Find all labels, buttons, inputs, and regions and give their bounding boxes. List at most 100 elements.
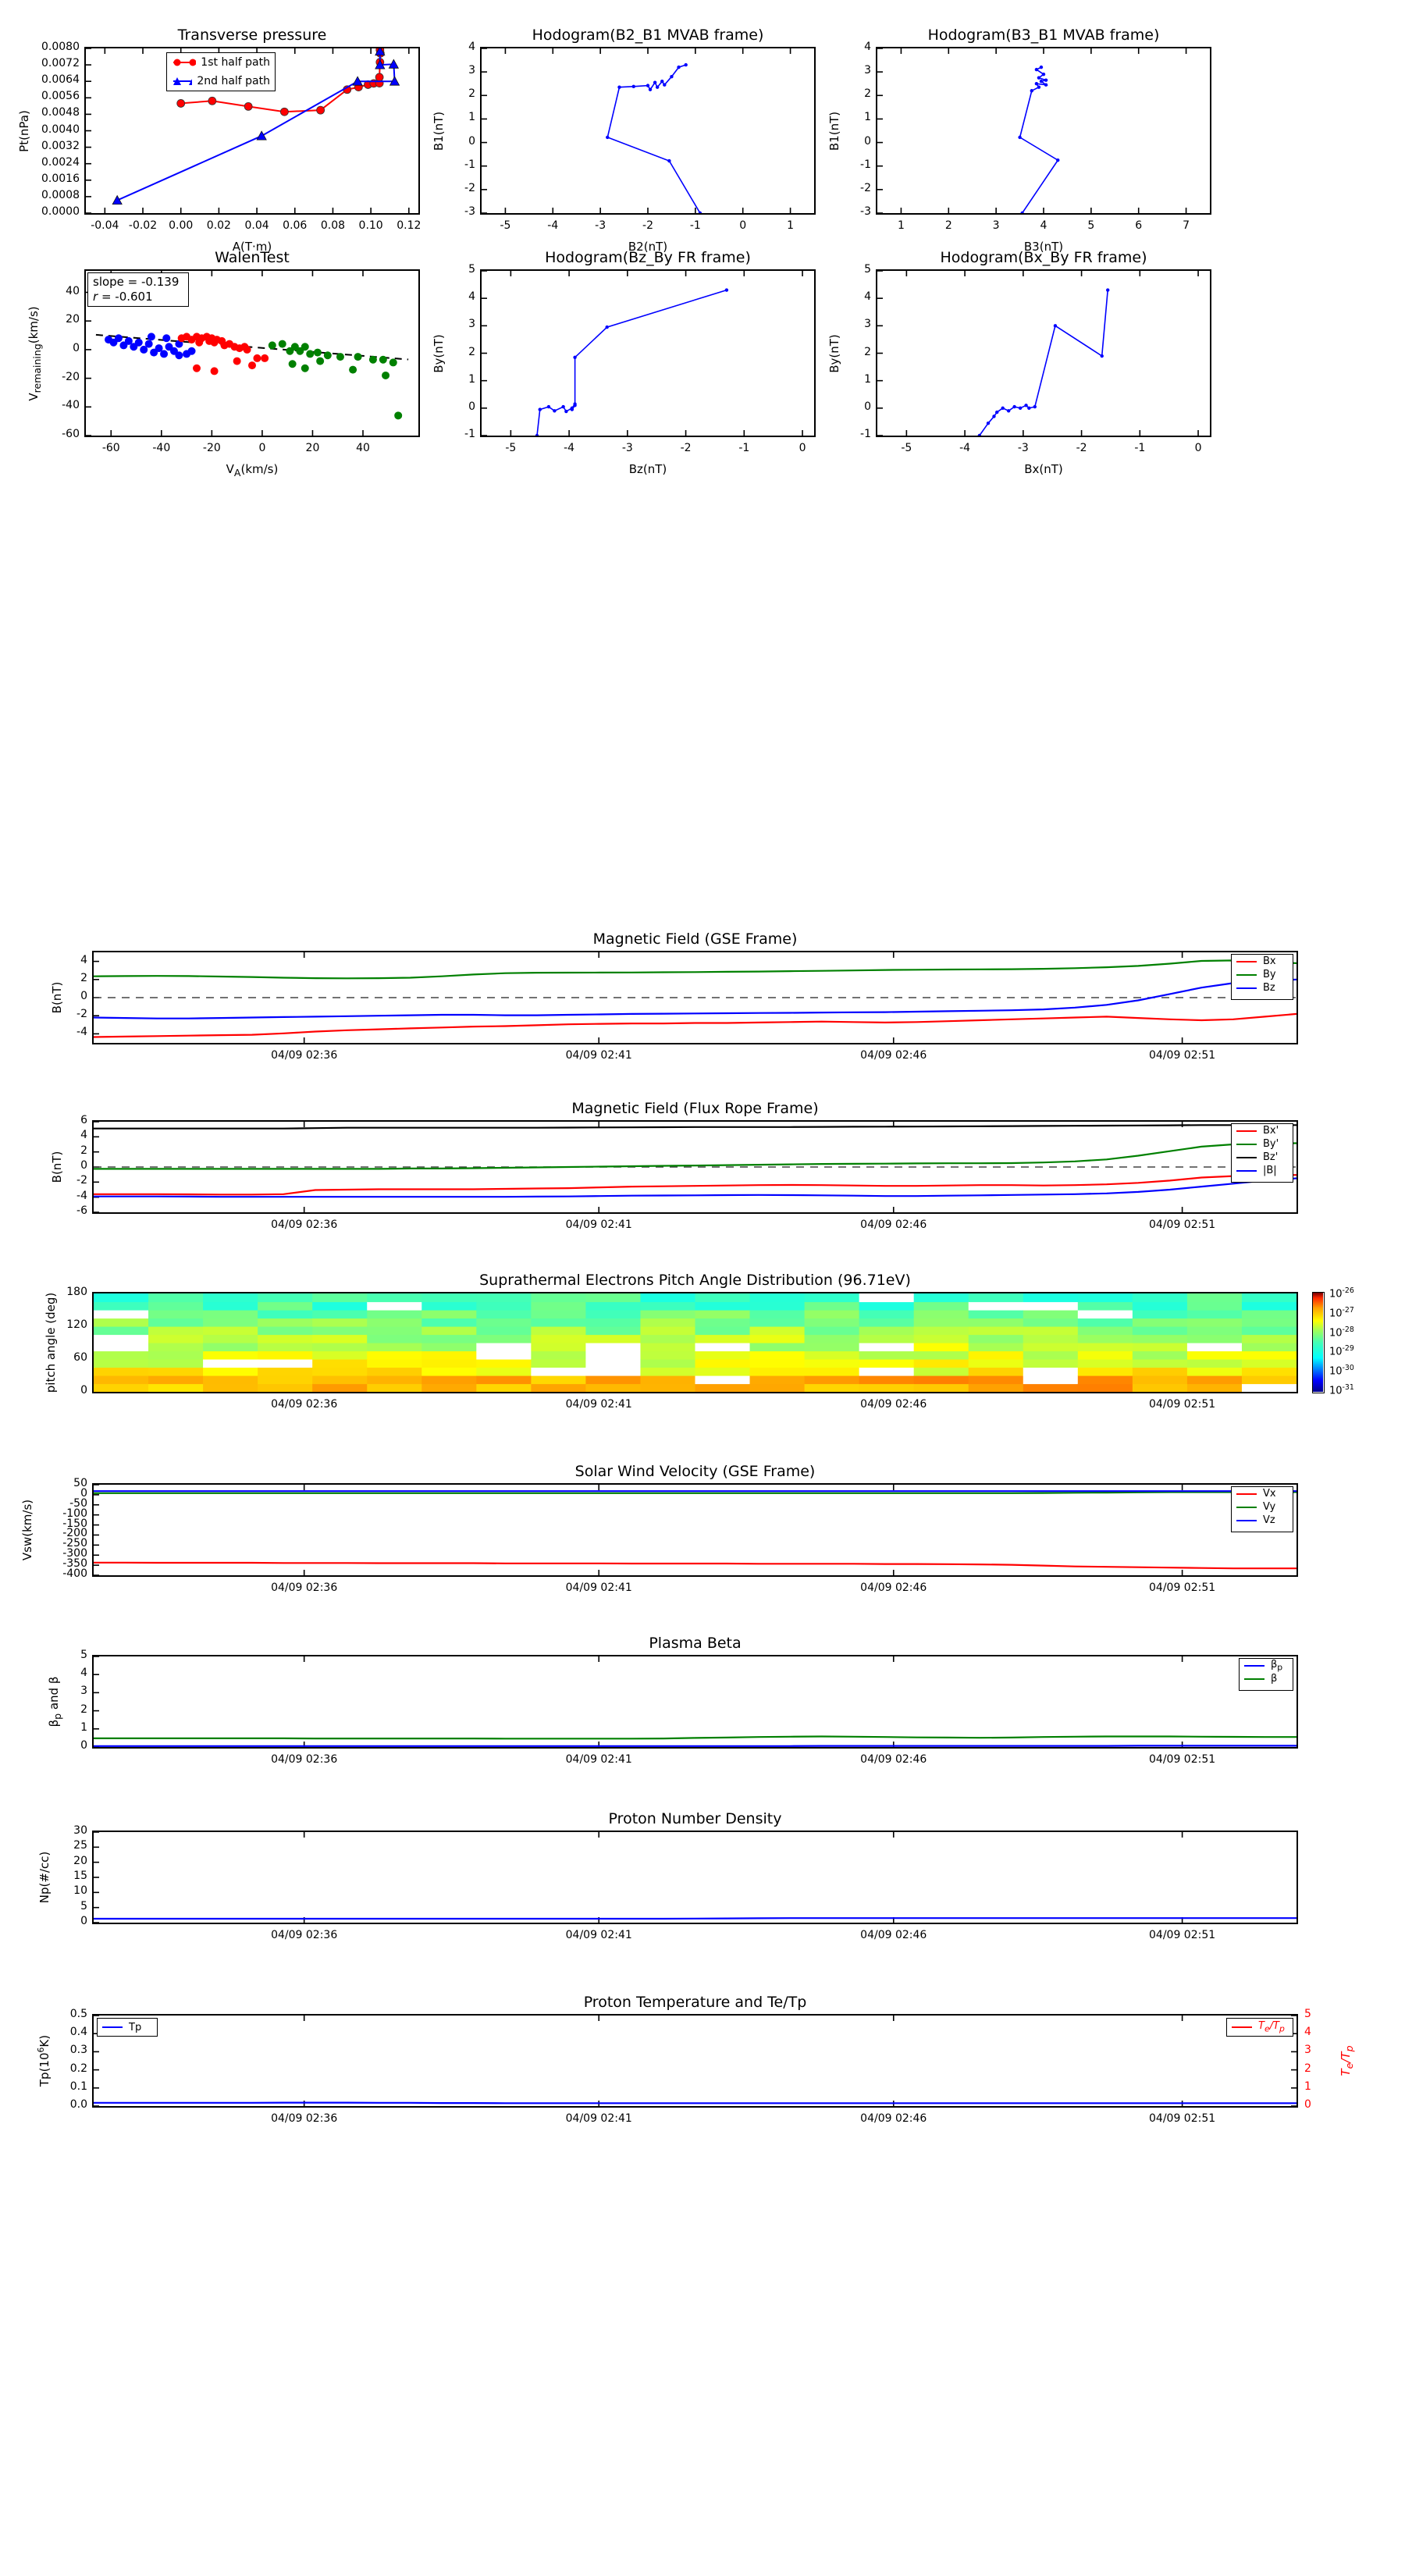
proton-temperature-legend-right: Te/Tp (1226, 2018, 1293, 2037)
legend-row: 1st half path (167, 53, 275, 72)
legend-line (1244, 1678, 1264, 1680)
magnetic-field-gse-axes (92, 951, 1298, 1044)
transverse-pressure-legend: 1st half path 2nd half path (166, 52, 276, 91)
solar-wind-velocity-xtick-3: 04/09 02:51 (1149, 1582, 1216, 1594)
walen-ytick-1: -40 (62, 399, 80, 412)
legend-line (1236, 1493, 1257, 1495)
hodogram-bz-by-ytick-4: 3 (468, 318, 475, 331)
magnetic-field-fr-ylabel: B(nT) (50, 1151, 64, 1183)
hodogram-b2-b1-xtick-0: -5 (500, 219, 511, 232)
tp-ytick-1: 0.0008 (41, 188, 80, 201)
legend-label: β (1271, 1673, 1278, 1685)
hodogram-bz-by-xtick-1: -4 (564, 442, 575, 454)
plasma-beta-xtick-2: 04/09 02:46 (860, 1753, 927, 1766)
hodogram-bx-by-ytick-3: 2 (864, 345, 871, 358)
hodogram-bz-by-ytick-1: 0 (468, 400, 475, 413)
legend-label: Vy (1263, 1501, 1276, 1513)
hodogram-bx-by-ylabel: By(nT) (827, 333, 841, 373)
magnetic-field-fr-ytick-5: 4 (80, 1129, 87, 1142)
hodogram-b2-b1-ylabel: B1(nT) (432, 111, 446, 151)
te-tp-ytick-5: 5 (1304, 2008, 1311, 2020)
hodogram-bx-by-title: Hodogram(Bx_By FR frame) (940, 249, 1147, 266)
legend-label: Vx (1263, 1488, 1276, 1500)
tp-ytick-2: 0.0016 (41, 172, 80, 185)
transverse-pressure-plot-area (86, 48, 410, 213)
hodogram-bz-by-xtick-4: -1 (738, 442, 750, 454)
magnetic-field-gse-xtick-3: 04/09 02:51 (1149, 1049, 1216, 1062)
tp-ytick-7: 0.0056 (41, 90, 80, 103)
plasma-beta-ytick-4: 4 (80, 1667, 87, 1680)
proton-number-density-xtick-1: 04/09 02:41 (565, 1929, 632, 1941)
hodogram-b3-b1-axes (876, 47, 1211, 215)
walen-slope-value: slope = -0.139 (93, 275, 180, 289)
legend-line (1232, 2026, 1252, 2028)
hodogram-bz-by-plot-area (482, 271, 803, 436)
hodogram-bx-by-xtick-3: -2 (1076, 442, 1087, 454)
legend-row: |B| (1232, 1164, 1293, 1177)
pitch-angle-distribution-xtick-3: 04/09 02:51 (1149, 1398, 1216, 1411)
hodogram-b2-b1-xtick-1: -4 (547, 219, 559, 232)
transverse-pressure-xlabel: A(T·m) (232, 240, 272, 254)
legend-row: By' (1232, 1137, 1293, 1151)
legend-line (1236, 1130, 1257, 1132)
hodogram-b2-b1-ytick-0: -3 (464, 205, 475, 218)
hodogram-bx-by-ytick-4: 3 (864, 318, 871, 331)
legend-line (1236, 1519, 1257, 1521)
hodogram-b2-b1-ytick-7: 4 (468, 41, 475, 53)
hodogram-bz-by-xtick-0: -5 (505, 442, 517, 454)
legend-label: 2nd half path (197, 75, 270, 87)
legend-row: Vy (1232, 1500, 1293, 1514)
legend-label: Bz' (1263, 1151, 1279, 1163)
hodogram-b3-b1-xtick-1: 2 (944, 219, 952, 232)
hodogram-b2-b1-xtick-6: 1 (787, 219, 795, 232)
hodogram-b3-b1-ytick-4: 1 (864, 111, 871, 124)
hodogram-bx-by-ytick-6: 5 (864, 263, 871, 276)
tp-ytick-6: 0.0048 (41, 106, 80, 119)
walen-test-xtick-3: 0 (258, 442, 266, 454)
magnetic-field-fr-xtick-2: 04/09 02:46 (860, 1219, 927, 1231)
hodogram-bx-by-xtick-0: -5 (901, 442, 912, 454)
solar-wind-velocity-ytick-7: -300 (62, 1547, 87, 1560)
pad-ytick-3: 180 (66, 1286, 87, 1298)
hodogram-b3-b1-xtick-6: 7 (1183, 219, 1190, 232)
plasma-beta-ytick-3: 3 (80, 1685, 87, 1698)
solar-wind-velocity-ytick-1: 0 (80, 1486, 87, 1500)
proton-temperature-title: Proton Temperature and Te/Tp (583, 1994, 807, 2011)
solar-wind-velocity-legend: Vx Vy Vz (1231, 1486, 1293, 1532)
proton-temperature-xtick-3: 04/09 02:51 (1149, 2112, 1216, 2125)
hodogram-bx-by-ytick-0: -1 (860, 428, 871, 440)
solar-wind-velocity-ytick-6: -250 (62, 1537, 87, 1550)
legend-row: βp (1240, 1659, 1293, 1672)
hodogram-b2-b1-xtick-4: -1 (689, 219, 701, 232)
hodogram-bz-by-ylabel: By(nT) (432, 333, 446, 373)
plasma-beta-xtick-0: 04/09 02:36 (271, 1753, 338, 1766)
hodogram-b3-b1-xtick-2: 3 (992, 219, 1000, 232)
magnetic-field-fr-title: Magnetic Field (Flux Rope Frame) (571, 1100, 819, 1117)
magnetic-field-gse-plot-area (94, 952, 1297, 1043)
transverse-pressure-xtick-1: -0.02 (128, 219, 158, 232)
proton-temperature-ylabel2: Te/Tp (1339, 2045, 1355, 2076)
legend-marker (173, 59, 197, 66)
hodogram-b3-b1-xtick-3: 4 (1040, 219, 1048, 232)
hodogram-bx-by-xtick-2: -3 (1017, 442, 1029, 454)
proton-number-density-axes (92, 1831, 1298, 1924)
colorbar-tick-5: 10-31 (1329, 1383, 1354, 1397)
hodogram-b2-b1-ytick-6: 3 (468, 64, 475, 77)
proton-temperature-axes (92, 2014, 1298, 2108)
solar-wind-velocity-ytick-2: -50 (69, 1496, 87, 1510)
hodogram-bx-by-xlabel: Bx(nT) (1024, 462, 1063, 476)
solar-wind-velocity-xtick-1: 04/09 02:41 (565, 1582, 632, 1594)
hodogram-b3-b1-xtick-5: 6 (1135, 219, 1143, 232)
magnetic-field-gse-xtick-2: 04/09 02:46 (860, 1049, 927, 1062)
transverse-pressure-xtick-0: -0.04 (91, 219, 119, 232)
walen-test-xtick-2: -20 (202, 442, 221, 454)
solar-wind-velocity-ytick-4: -150 (62, 1517, 87, 1530)
legend-label: Bx' (1263, 1125, 1279, 1137)
magnetic-field-gse-title: Magnetic Field (GSE Frame) (592, 930, 798, 948)
hodogram-bx-by-ytick-5: 4 (864, 290, 871, 304)
proton-temperature-ytick-4: 0.4 (69, 2026, 87, 2039)
transverse-pressure-xtick-2: 0.00 (169, 219, 194, 232)
walen-ytick-2: -20 (62, 370, 80, 383)
hodogram-b3-b1-ytick-2: -1 (860, 158, 871, 171)
